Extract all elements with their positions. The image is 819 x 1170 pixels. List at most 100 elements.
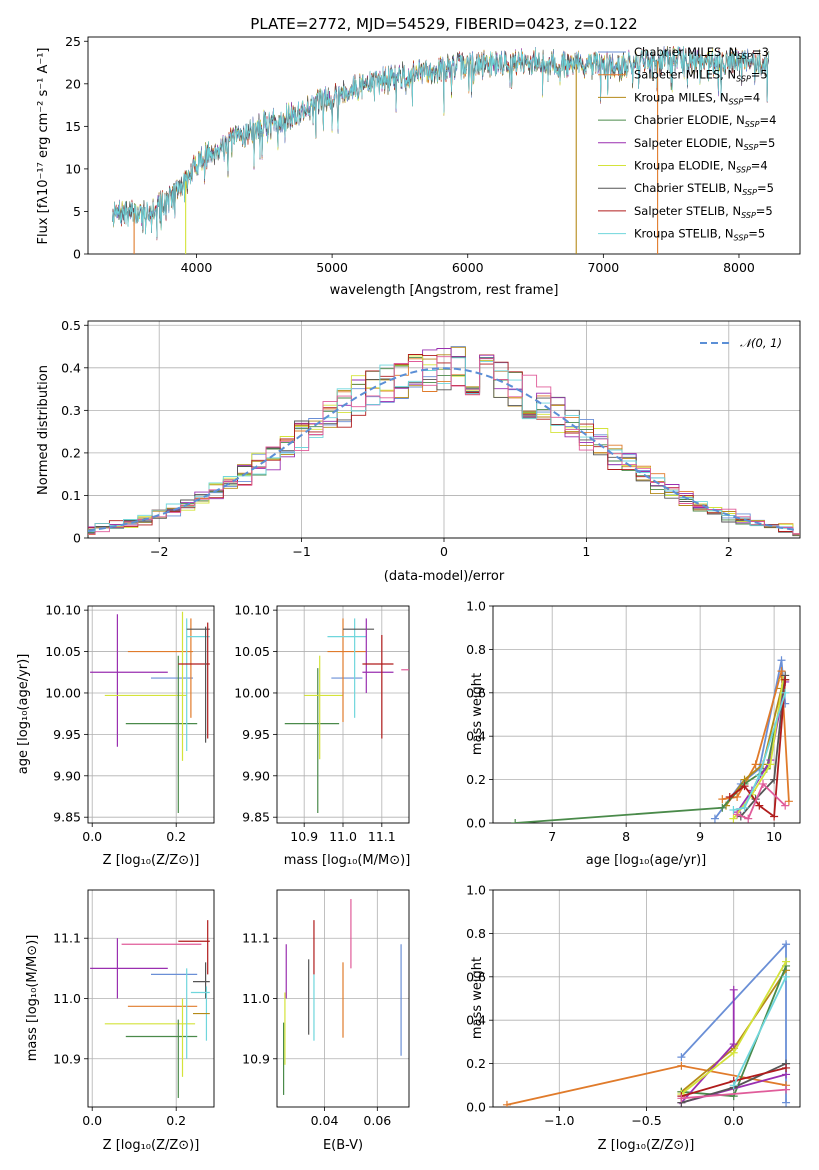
y-tick-label: 10.9 <box>242 1051 270 1066</box>
spectrum-lines <box>112 45 770 254</box>
weight-point-marker <box>718 803 727 812</box>
mass-vs-metallicity-panel: 0.0 0.2 10.9 11.0 11.1 <box>53 889 215 1128</box>
legend-label: Chabrier ELODIE, N <box>634 113 745 127</box>
legend-label: Chabrier STELIB, N <box>634 181 742 195</box>
legend-subscript: SSP <box>744 143 759 152</box>
spectrum-ylabel: Flux [fλ10⁻¹⁷ erg cm⁻² s⁻¹ A⁻¹] <box>36 48 51 245</box>
legend-label: Kroupa STELIB, N <box>634 227 734 241</box>
x-tick-label: −1 <box>292 544 310 559</box>
x-tick-label: −1.0 <box>544 1113 574 1128</box>
legend-count: =3 <box>752 45 769 59</box>
legend-count: =4 <box>751 159 768 173</box>
y-tick-label: 15 <box>65 119 81 134</box>
histogram-series <box>88 356 800 537</box>
mass-weight-vs-age-ylabel: mass weight <box>470 673 485 755</box>
y-tick-label: 0 <box>73 247 81 262</box>
weight-point-marker <box>677 1061 686 1070</box>
legend-label: Kroupa MILES, N <box>634 90 729 104</box>
legend-subscript: SSP <box>745 120 760 129</box>
age-vs-z-xlabel: Z [log₁₀(Z/Z⊙)] <box>103 853 200 868</box>
legend-entry: Kroupa STELIB, NSSP=5 <box>634 227 765 243</box>
legend-label: Chabrier MILES, N <box>634 45 737 59</box>
weight-point-marker <box>782 957 791 966</box>
x-tick-label: 8000 <box>723 260 755 275</box>
age-vs-z-ylabel: age [log₁₀(age/yr)] <box>16 654 31 775</box>
weight-point-marker <box>782 1063 791 1072</box>
x-tick-label: 0.0 <box>82 1113 102 1128</box>
spectrum-panel: 4000 5000 6000 7000 8000 0 5 10 15 20 25 Chabrier M… <box>65 34 801 275</box>
x-tick-label: −0.5 <box>631 1113 661 1128</box>
legend-entry: 𝒩(0, 1) <box>740 336 782 350</box>
x-tick-label: 10 <box>766 829 782 844</box>
weight-point-marker <box>759 779 768 788</box>
y-tick-label: 10.9 <box>53 1051 81 1066</box>
weight-point-marker <box>781 688 790 697</box>
y-tick-label: 0.2 <box>61 445 81 460</box>
x-tick-label: 0.0 <box>724 1113 744 1128</box>
axes-frame <box>492 605 801 824</box>
histogram-series <box>88 354 800 536</box>
spectrum-line-kroupa-stelib <box>112 46 770 238</box>
legend-subscript: SSP <box>737 52 752 61</box>
y-tick-label: 5 <box>73 204 81 219</box>
y-tick-label: 0.4 <box>466 729 486 744</box>
weight-point-marker <box>755 771 764 780</box>
legend-label: Salpeter MILES, N <box>634 68 736 82</box>
x-tick-label: 4000 <box>181 260 213 275</box>
legend-subscript: SSP <box>729 97 744 106</box>
y-tick-label: 10.00 <box>234 685 270 700</box>
legend-count: =5 <box>757 181 774 195</box>
legend-label: Kroupa ELODIE, N <box>634 159 736 173</box>
y-tick-label: 10.05 <box>45 644 81 659</box>
residuals-xlabel: (data-model)/error <box>384 569 505 584</box>
x-tick-label: 7000 <box>587 260 619 275</box>
y-tick-label: 0.6 <box>466 969 486 984</box>
histogram-lines <box>88 346 800 537</box>
x-tick-label: 0.0 <box>82 829 102 844</box>
y-tick-label: 9.95 <box>242 727 270 742</box>
x-tick-label: 10.9 <box>290 829 318 844</box>
mass-vs-z-ylabel: mass [log₁₀(M/M⊙)] <box>25 935 40 1062</box>
spectrum-title: PLATE=2772, MJD=54529, FIBERID=0423, z=0… <box>250 15 637 33</box>
y-tick-label: 0.8 <box>466 642 486 657</box>
x-tick-label: 0.04 <box>311 1113 339 1128</box>
weight-point-marker <box>718 795 727 804</box>
axes-frame <box>87 36 801 255</box>
legend-label: Salpeter ELODIE, N <box>634 136 744 150</box>
y-tick-label: 25 <box>65 34 81 49</box>
y-tick-label: 9.90 <box>242 768 270 783</box>
mass-weight-vs-z-xlabel: Z [log₁₀(Z/Z⊙)] <box>598 1138 695 1153</box>
residuals-ylabel: Normed distribution <box>36 365 51 495</box>
weight-point-marker <box>782 1085 791 1094</box>
legend-entry: Salpeter STELIB, NSSP=5 <box>634 204 773 220</box>
legend-subscript: SSP <box>736 75 751 84</box>
age-vs-mass-panel: 10.9 11.0 11.1 9.85 9.90 9.95 10.00 10.05 10.10 <box>234 603 410 844</box>
weight-point-marker <box>729 1040 738 1049</box>
x-tick-label: 11.0 <box>329 829 357 844</box>
x-tick-label: 0.06 <box>363 1113 391 1128</box>
x-tick-label: 1 <box>582 544 590 559</box>
weight-point-marker <box>770 812 779 821</box>
weight-lines <box>502 940 791 1107</box>
residuals-panel: −2 −1 0 1 2 0 0.1 0.2 0.3 0.4 0.5 𝒩(0, 1) <box>61 318 801 559</box>
legend-count: =5 <box>751 68 768 82</box>
legend-entry: Chabrier MILES, NSSP=3 <box>634 45 769 61</box>
y-tick-label: 1.0 <box>466 599 486 614</box>
weight-point-marker <box>781 675 790 684</box>
weight-series-line <box>733 692 787 811</box>
weight-point-marker <box>710 814 719 823</box>
errorbars <box>283 899 402 1095</box>
x-tick-label: 0.2 <box>166 829 186 844</box>
weight-point-marker <box>777 656 786 665</box>
y-tick-label: 11.0 <box>53 991 81 1006</box>
y-tick-label: 10.05 <box>234 644 270 659</box>
legend-count: =4 <box>743 90 760 104</box>
weight-series-line <box>736 782 786 820</box>
errorbars <box>90 920 210 1098</box>
x-tick-label: 0 <box>440 544 448 559</box>
weight-point-marker <box>729 805 738 814</box>
weight-point-marker <box>729 985 738 994</box>
weight-point-marker <box>733 810 742 819</box>
legend-entry: Salpeter MILES, NSSP=5 <box>634 68 768 84</box>
